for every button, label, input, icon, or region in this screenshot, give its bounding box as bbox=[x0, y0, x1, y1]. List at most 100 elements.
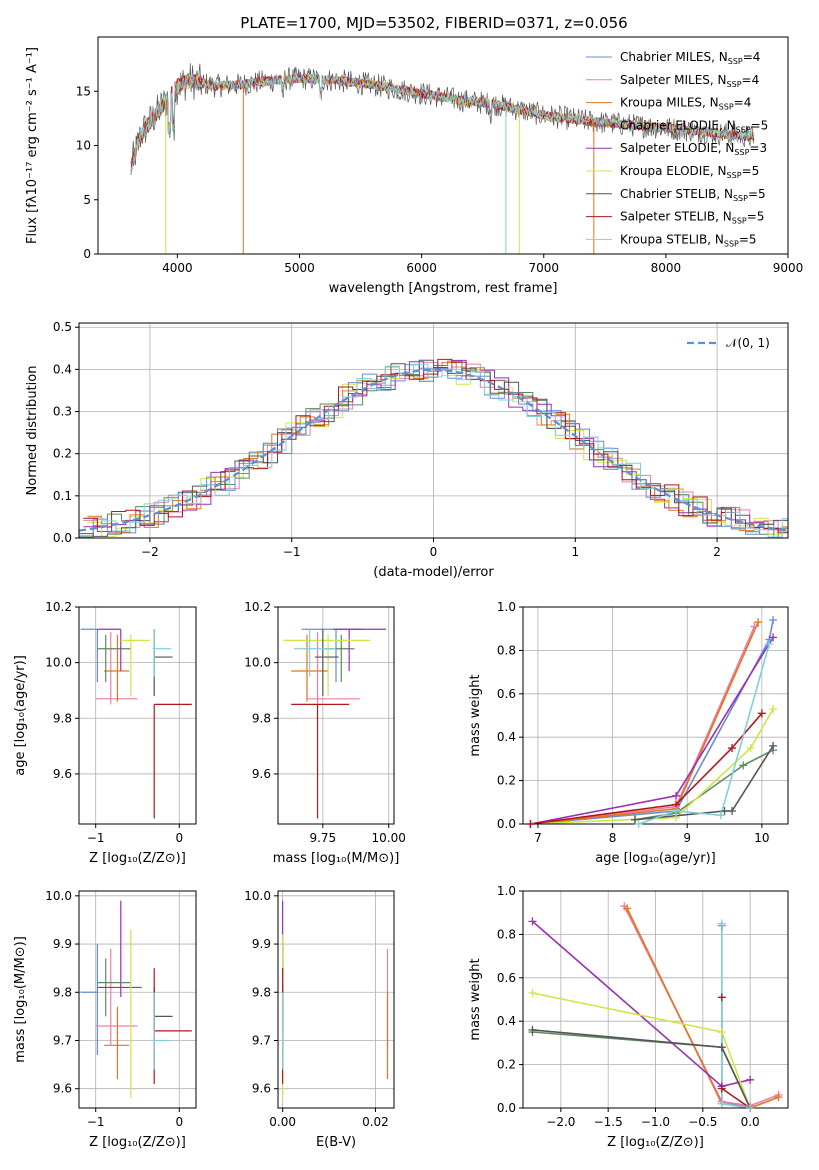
y-axis-label: mass [log₁₀(M/M⊙)] bbox=[13, 936, 28, 1063]
y-tick-label: 9.9 bbox=[53, 937, 72, 951]
panel-mass_vs_ebv: 0.00 0.02 9.6 9.7 9.8 9.9 10.0 E(B-V) bbox=[244, 889, 395, 1150]
legend-entry: 𝒩(0, 1) bbox=[726, 336, 770, 350]
axes-frame bbox=[78, 890, 197, 1109]
data-point bbox=[746, 1104, 755, 1112]
y-tick-label: 0.4 bbox=[497, 730, 516, 744]
y-tick-label: 10.2 bbox=[45, 600, 72, 614]
series-line bbox=[532, 992, 751, 1108]
legend-name: Kroupa MILES, N bbox=[620, 96, 719, 110]
x-tick-label: −1 bbox=[87, 831, 105, 845]
data-point bbox=[717, 1028, 726, 1037]
axes-frame bbox=[277, 606, 395, 825]
y-tick-label: 15 bbox=[76, 84, 91, 98]
plot-area-age_vs_mass bbox=[283, 628, 387, 819]
legend-suffix: =5 bbox=[748, 187, 766, 201]
data-point bbox=[623, 904, 632, 913]
y-tick-label: 0.8 bbox=[497, 927, 516, 941]
x-tick-label: 2 bbox=[713, 545, 721, 559]
y-tick-label: 9.7 bbox=[252, 1033, 271, 1047]
legend-name: Chabrier MILES, N bbox=[620, 50, 728, 64]
y-tick-label: 10.0 bbox=[244, 656, 271, 670]
x-axis-label: E(B-V) bbox=[316, 1135, 356, 1150]
y-tick-label: 9.6 bbox=[252, 1082, 271, 1096]
x-tick-label: 9000 bbox=[773, 261, 804, 275]
y-axis-label: mass weight bbox=[468, 958, 483, 1040]
legend-suffix: =4 bbox=[742, 73, 760, 87]
panel-spectrum: 4000 5000 6000 7000 8000 9000 0 5 10 15 wavelength… bbox=[25, 36, 804, 296]
data-point bbox=[774, 1093, 783, 1102]
histogram-series bbox=[83, 361, 788, 532]
x-axis-label: Z [log₁₀(Z/Z⊙)] bbox=[89, 1135, 186, 1150]
axes-frame bbox=[78, 606, 197, 825]
data-point bbox=[720, 806, 729, 815]
x-axis-label: age [log₁₀(age/yr)] bbox=[595, 851, 716, 866]
legend-name: Salpeter ELODIE, N bbox=[620, 141, 734, 155]
y-tick-label: 0.5 bbox=[53, 320, 72, 334]
data-point bbox=[716, 811, 725, 820]
series-line bbox=[634, 749, 774, 821]
data-point bbox=[757, 709, 766, 718]
plot-area-residuals bbox=[79, 358, 788, 538]
legend-sub: SSP bbox=[734, 148, 749, 157]
data-point bbox=[746, 1075, 755, 1084]
y-tick-label: 0.6 bbox=[497, 687, 516, 701]
y-tick-label: 10.0 bbox=[45, 889, 72, 903]
y-tick-label: 9.7 bbox=[53, 1033, 72, 1047]
y-tick-label: 9.8 bbox=[53, 985, 72, 999]
y-tick-label: 0.2 bbox=[497, 774, 516, 788]
x-tick-label: −2.0 bbox=[546, 1115, 575, 1129]
data-point bbox=[717, 1084, 726, 1093]
x-tick-label: 0.02 bbox=[362, 1115, 389, 1129]
x-tick-label: 10.00 bbox=[372, 831, 406, 845]
y-tick-label: 10 bbox=[76, 139, 91, 153]
data-point bbox=[634, 820, 643, 828]
data-point bbox=[769, 633, 778, 642]
x-tick-label: 7000 bbox=[528, 261, 559, 275]
plot-area-age_vs_Z bbox=[80, 628, 192, 819]
x-tick-label: 4000 bbox=[162, 261, 193, 275]
panel-age_vs_mass: 9.75 10.00 9.6 9.8 10.0 10.2 mass [log₁₀(M/M⊙)… bbox=[244, 600, 406, 866]
legend-name: Salpeter MILES, N bbox=[620, 73, 727, 87]
panel-weight_vs_Z: −2.0 −1.5 −1.0 −0.5 0.0 0.0 0.2 0.4 0.6 0.8 1.0 Z [… bbox=[468, 884, 789, 1150]
x-tick-label: 7 bbox=[534, 831, 542, 845]
legend-name: Kroupa STELIB, N bbox=[620, 232, 724, 246]
legend-name: Salpeter STELIB, N bbox=[620, 210, 732, 224]
x-tick-label: −1.5 bbox=[594, 1115, 623, 1129]
legend-suffix: =5 bbox=[739, 232, 757, 246]
histogram-series bbox=[87, 369, 788, 538]
y-tick-label: 0.4 bbox=[497, 1014, 516, 1028]
plot-area-mass_vs_Z bbox=[80, 900, 192, 1099]
legend-sub: SSP bbox=[727, 171, 742, 180]
data-point bbox=[528, 917, 537, 926]
x-axis-label: (data-model)/error bbox=[373, 565, 494, 580]
legend-name: Kroupa ELODIE, N bbox=[620, 164, 727, 178]
x-tick-label: 5000 bbox=[284, 261, 315, 275]
y-tick-label: 0.2 bbox=[53, 447, 72, 461]
y-tick-label: 0.0 bbox=[53, 531, 72, 545]
x-tick-label: −1.0 bbox=[641, 1115, 670, 1129]
data-point bbox=[739, 761, 748, 770]
data-point bbox=[717, 993, 726, 1002]
legend-entry: Chabrier STELIB, NSSP=5 bbox=[620, 187, 766, 203]
data-point bbox=[746, 744, 755, 753]
y-tick-label: 10.2 bbox=[244, 600, 271, 614]
legend-entry: Salpeter ELODIE, NSSP=3 bbox=[620, 141, 767, 157]
axes-frame bbox=[277, 890, 395, 1109]
legend-entry: Chabrier MILES, NSSP=4 bbox=[620, 50, 760, 66]
legend-entry: Kroupa MILES, NSSP=4 bbox=[620, 96, 751, 112]
y-axis-label: mass weight bbox=[468, 674, 483, 756]
y-tick-label: 5 bbox=[83, 193, 91, 207]
normal-curve bbox=[79, 368, 788, 532]
y-tick-label: 9.8 bbox=[252, 711, 271, 725]
y-tick-label: 0 bbox=[83, 247, 91, 261]
y-tick-label: 0.0 bbox=[497, 1101, 516, 1115]
x-tick-label: 10 bbox=[754, 831, 769, 845]
x-tick-label: 0 bbox=[430, 545, 438, 559]
x-axis-label: mass [log₁₀(M/M⊙)] bbox=[273, 851, 400, 866]
legend-entry: Kroupa STELIB, NSSP=5 bbox=[620, 232, 757, 248]
x-tick-label: −1 bbox=[283, 545, 301, 559]
data-point bbox=[728, 806, 737, 815]
series-line bbox=[530, 712, 763, 824]
data-point bbox=[769, 741, 778, 750]
